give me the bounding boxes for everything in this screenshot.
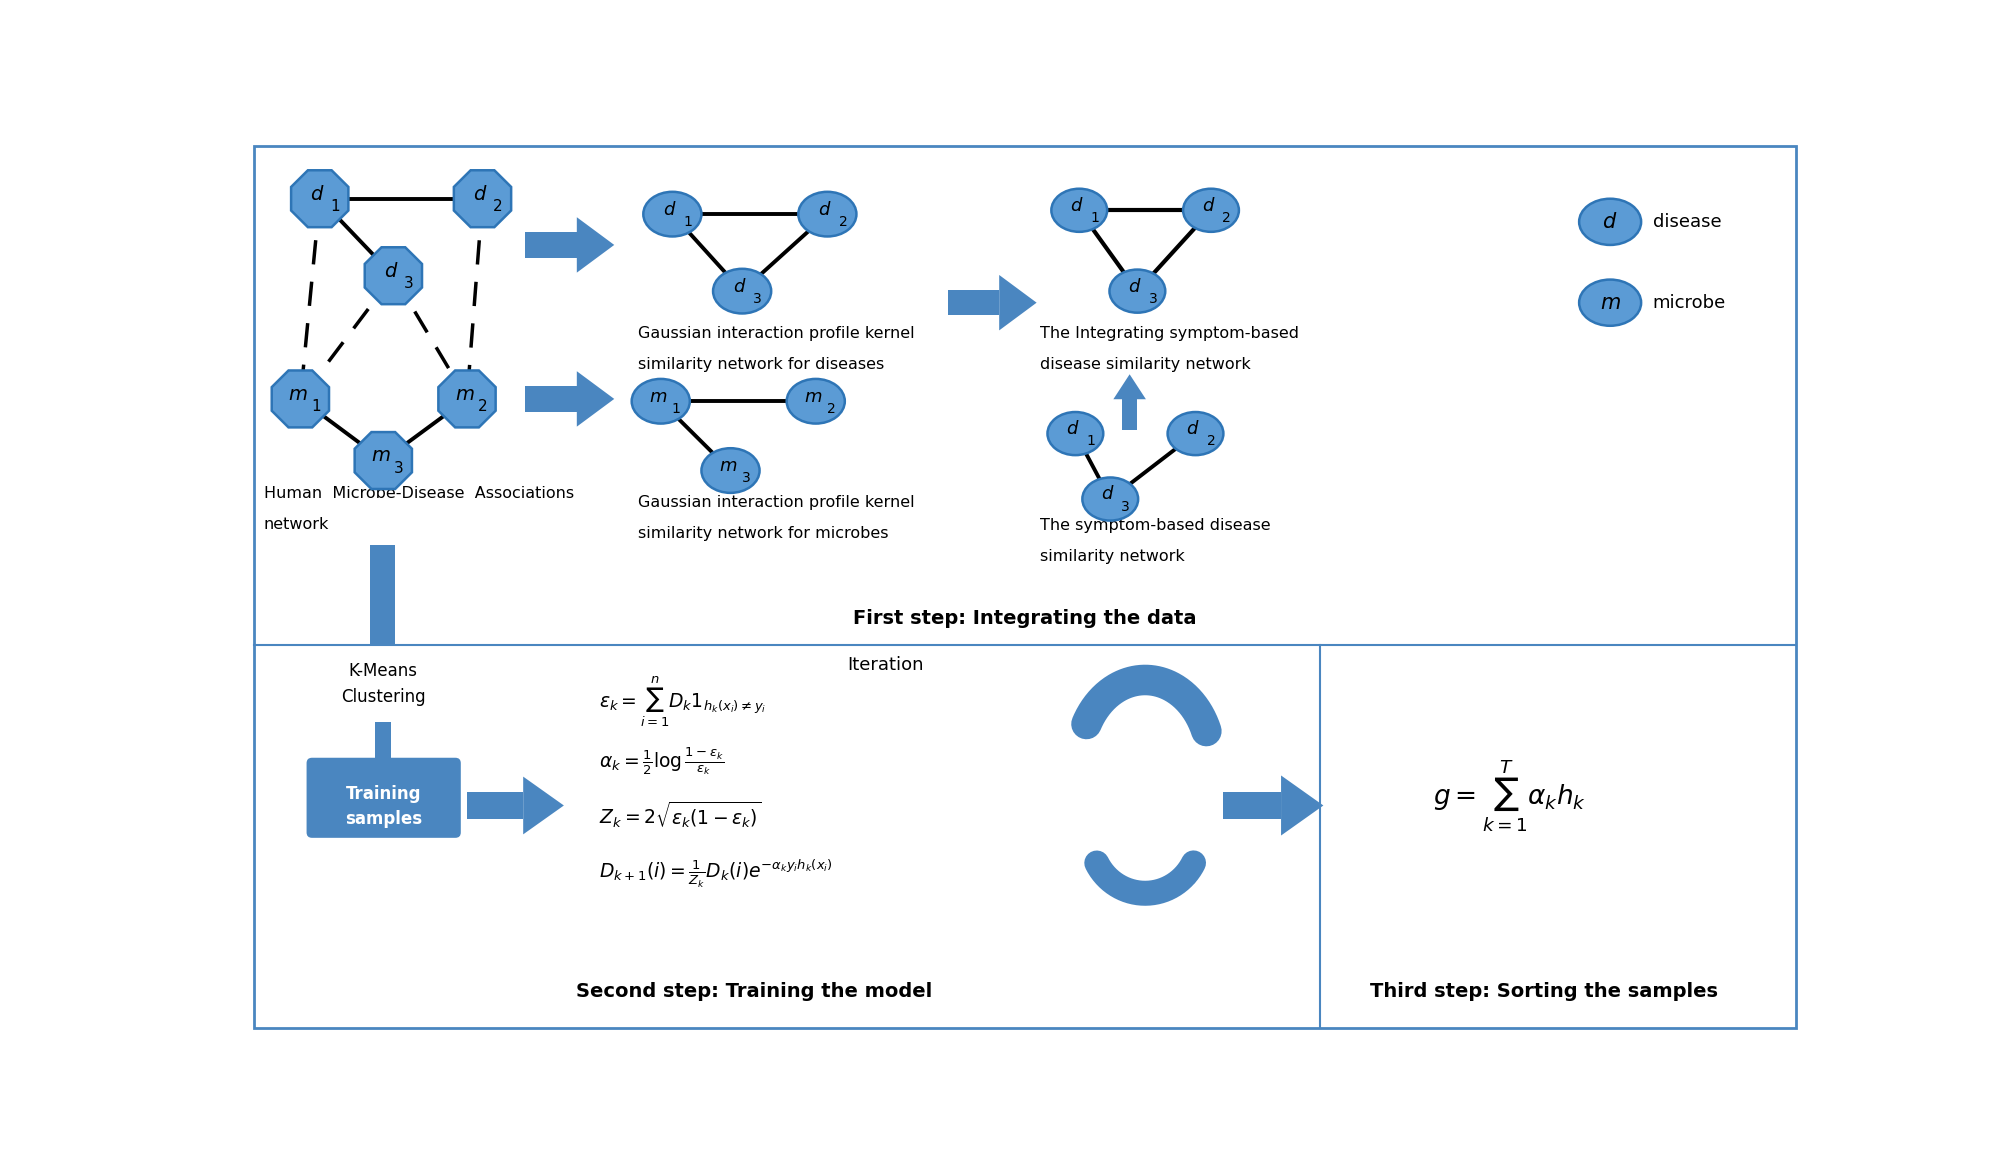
Text: 3: 3 <box>404 275 414 290</box>
Text: $d$: $d$ <box>1070 196 1084 215</box>
Text: 1: 1 <box>312 399 320 414</box>
Text: $m$: $m$ <box>372 446 390 466</box>
Text: $d$: $d$ <box>664 201 676 218</box>
Polygon shape <box>292 171 348 228</box>
FancyBboxPatch shape <box>306 758 460 838</box>
Text: $d$: $d$ <box>384 261 398 280</box>
Text: network: network <box>264 517 330 532</box>
Ellipse shape <box>1168 413 1224 456</box>
Text: $D_{k+1}(i) = \frac{1}{Z_k} D_k(i) e^{-\alpha_k y_i h_k(x_i)}$: $D_{k+1}(i) = \frac{1}{Z_k} D_k(i) e^{-\… <box>598 858 832 890</box>
Ellipse shape <box>702 449 760 493</box>
Text: disease: disease <box>1652 213 1722 231</box>
Polygon shape <box>1122 400 1138 430</box>
Text: Gaussian interaction profile kernel: Gaussian interaction profile kernel <box>638 327 914 340</box>
Ellipse shape <box>1580 280 1642 325</box>
Text: 3: 3 <box>394 460 404 475</box>
Text: $d$: $d$ <box>1186 419 1200 438</box>
Text: $d$: $d$ <box>1102 486 1114 503</box>
Text: $d$: $d$ <box>1066 419 1080 438</box>
Text: $d$: $d$ <box>310 185 324 203</box>
Text: 2: 2 <box>826 402 836 416</box>
Text: $m$: $m$ <box>1600 293 1620 313</box>
Polygon shape <box>366 761 400 786</box>
Ellipse shape <box>1110 270 1166 313</box>
Text: similarity network for microbes: similarity network for microbes <box>638 526 888 541</box>
Text: $m$: $m$ <box>720 457 738 475</box>
Text: Third step: Sorting the samples: Third step: Sorting the samples <box>1370 982 1718 1002</box>
Text: Human  Microbe-Disease  Associations: Human Microbe-Disease Associations <box>264 486 574 501</box>
Text: similarity network: similarity network <box>1040 550 1186 565</box>
Text: 2: 2 <box>478 399 488 414</box>
Polygon shape <box>576 217 614 273</box>
Text: Second step: Training the model: Second step: Training the model <box>576 982 932 1002</box>
Polygon shape <box>948 290 1000 315</box>
Text: 3: 3 <box>1148 292 1158 306</box>
Text: $m$: $m$ <box>454 385 474 404</box>
Text: Gaussian interaction profile kernel: Gaussian interaction profile kernel <box>638 495 914 510</box>
Polygon shape <box>468 792 524 819</box>
Text: $\alpha_k = \frac{1}{2} \log \frac{1 - \epsilon_k}{\epsilon_k}$: $\alpha_k = \frac{1}{2} \log \frac{1 - \… <box>598 745 724 777</box>
Text: The Integrating symptom-based: The Integrating symptom-based <box>1040 327 1300 340</box>
Text: 1: 1 <box>684 215 692 229</box>
Polygon shape <box>364 248 422 304</box>
Text: $Z_k = 2\sqrt{\epsilon_k(1 - \epsilon_k)}$: $Z_k = 2\sqrt{\epsilon_k(1 - \epsilon_k)… <box>598 799 762 830</box>
Text: $d$: $d$ <box>818 201 832 218</box>
Text: K-Means: K-Means <box>348 661 418 680</box>
Text: samples: samples <box>344 810 422 827</box>
Text: 1: 1 <box>1090 211 1100 225</box>
Text: $d$: $d$ <box>1202 196 1216 215</box>
Polygon shape <box>1282 775 1324 835</box>
Text: similarity network for diseases: similarity network for diseases <box>638 357 884 372</box>
Text: 2: 2 <box>838 215 848 229</box>
Text: 2: 2 <box>1222 211 1230 225</box>
Text: The symptom-based disease: The symptom-based disease <box>1040 518 1272 533</box>
Bar <box>370 545 394 645</box>
Text: 3: 3 <box>742 472 750 486</box>
Text: disease similarity network: disease similarity network <box>1040 357 1252 372</box>
Text: Iteration: Iteration <box>848 655 924 674</box>
Text: Clustering: Clustering <box>340 688 426 706</box>
Polygon shape <box>354 432 412 489</box>
Polygon shape <box>454 171 512 228</box>
Ellipse shape <box>798 192 856 236</box>
Ellipse shape <box>714 268 772 314</box>
Ellipse shape <box>1184 188 1238 232</box>
Text: $d$: $d$ <box>472 185 488 203</box>
Text: $m$: $m$ <box>804 388 822 406</box>
Polygon shape <box>526 386 576 411</box>
Text: $d$: $d$ <box>1602 211 1618 232</box>
Text: First step: Integrating the data: First step: Integrating the data <box>854 609 1196 627</box>
Text: $d$: $d$ <box>734 278 746 295</box>
Ellipse shape <box>786 379 844 424</box>
Polygon shape <box>1000 275 1036 330</box>
Text: 3: 3 <box>754 292 762 306</box>
Text: $m$: $m$ <box>288 385 308 404</box>
Polygon shape <box>1114 374 1146 400</box>
Text: $\epsilon_k = \sum_{i=1}^{n} D_k 1_{h_k(x_i) \neq y_i}$: $\epsilon_k = \sum_{i=1}^{n} D_k 1_{h_k(… <box>598 674 766 729</box>
Polygon shape <box>526 232 576 258</box>
Polygon shape <box>524 776 564 834</box>
Ellipse shape <box>632 379 690 424</box>
Text: $d$: $d$ <box>1128 278 1142 295</box>
Ellipse shape <box>1580 199 1642 245</box>
Text: 2: 2 <box>1206 435 1216 449</box>
Polygon shape <box>376 723 392 761</box>
Ellipse shape <box>1082 478 1138 521</box>
Text: $g = \sum_{k=1}^{T} \alpha_k h_k$: $g = \sum_{k=1}^{T} \alpha_k h_k$ <box>1432 756 1586 834</box>
Ellipse shape <box>1052 188 1108 232</box>
Polygon shape <box>438 371 496 428</box>
Ellipse shape <box>1048 413 1104 456</box>
Text: microbe: microbe <box>1652 294 1726 311</box>
Text: $m$: $m$ <box>650 388 668 406</box>
Text: 1: 1 <box>1086 435 1096 449</box>
Text: 1: 1 <box>672 402 680 416</box>
Ellipse shape <box>644 192 702 236</box>
Text: 1: 1 <box>330 199 340 214</box>
Text: Training: Training <box>346 786 422 803</box>
Text: 3: 3 <box>1122 500 1130 514</box>
Polygon shape <box>576 371 614 426</box>
Polygon shape <box>1222 791 1282 819</box>
Polygon shape <box>272 371 330 428</box>
Text: 2: 2 <box>494 199 502 214</box>
